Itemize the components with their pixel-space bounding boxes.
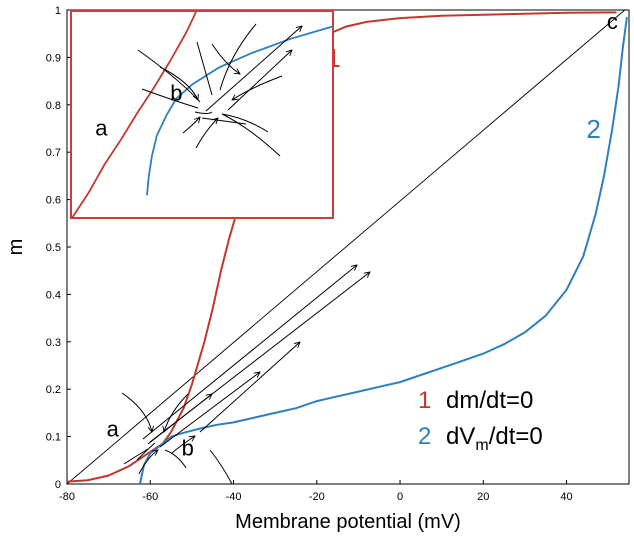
curve-number-2: 2	[586, 114, 600, 144]
diagonal-line	[67, 10, 626, 484]
y-axis-title: m	[5, 239, 27, 256]
x-tick-label: 40	[560, 491, 572, 503]
legend-number-1: 1	[418, 387, 431, 414]
legend-text-2: dVm/dt=0	[446, 423, 543, 454]
x-tick-label: 0	[397, 491, 403, 503]
legend-text-1: dm/dt=0	[446, 387, 533, 414]
point-label-c: c	[607, 9, 618, 34]
legend-number-2: 2	[418, 423, 431, 450]
y-tick-label: 0.7	[46, 147, 61, 159]
y-tick-label: 0.8	[46, 100, 61, 112]
x-tick-label: 20	[477, 491, 489, 503]
inset-labels: ab	[95, 81, 182, 141]
x-axis-title: Membrane potential (mV)	[235, 511, 461, 533]
axes: -80 -60 -40 -20 0 20 40 0 0.1 0.2 0.3 0.4 0.5 0.6 0.7 0…	[5, 5, 573, 533]
legend: 1 dm/dt=0 2 dVm/dt=0	[418, 387, 543, 454]
y-tick-label: 0.4	[46, 289, 61, 301]
y-tick-label: 1	[55, 5, 61, 17]
x-tick-label: -20	[309, 491, 325, 503]
inset-trajectory-arrows	[137, 23, 302, 157]
x-tick-label: -80	[59, 491, 75, 503]
inset-zoom: ab	[70, 10, 334, 219]
inset-frame	[70, 10, 334, 219]
inset-series-1-line	[72, 12, 197, 218]
y-tick-label: 0.5	[46, 242, 61, 254]
point-label-b: b	[182, 436, 194, 461]
x-tick-label: -60	[142, 491, 158, 503]
trajectory-arrows	[121, 265, 370, 485]
y-tick-label: 0.1	[46, 432, 61, 444]
y-tick-label: 0.2	[46, 384, 61, 396]
inset-series-2-line	[146, 25, 333, 196]
y-tick-label: 0.3	[46, 337, 61, 349]
y-tick-label: 0	[55, 479, 61, 491]
inset-point-label-b: b	[170, 81, 182, 106]
x-tick-label: -40	[226, 491, 242, 503]
point-label-a: a	[107, 417, 120, 442]
inset-point-label-a: a	[95, 116, 108, 141]
series-2-line	[138, 16, 628, 484]
y-tick-label: 0.6	[46, 195, 61, 207]
inset-curves	[72, 12, 333, 218]
y-tick-label: 0.9	[46, 52, 61, 64]
